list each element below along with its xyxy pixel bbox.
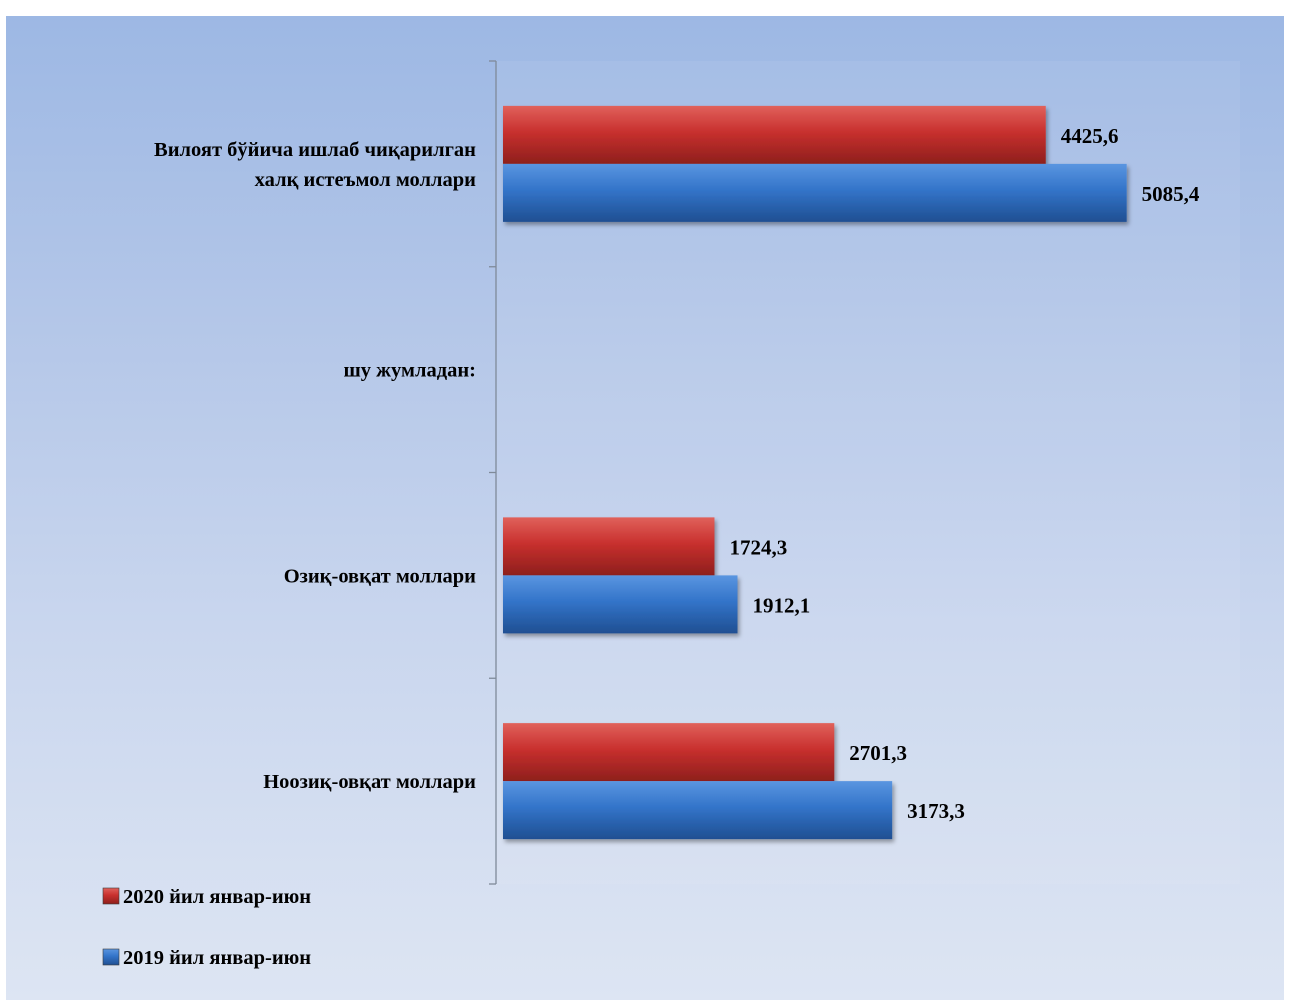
bars <box>503 105 1127 840</box>
chart-area: Вилоят бўйича ишлаб чиқарилган халқ истеъ… <box>6 16 1284 1000</box>
category-label: Ноозиқ-овқат моллари <box>263 771 476 793</box>
legend-label: 2020 йил январ-июн <box>123 886 311 908</box>
data-label: 3173,3 <box>907 799 965 823</box>
legend-label: 2019 йил январ-июн <box>123 947 311 969</box>
data-label: 1724,3 <box>729 535 787 559</box>
bar-chart: Вилоят бўйича ишлаб чиқарилган халқ истеъ… <box>102 60 1240 969</box>
bar-2020 <box>503 517 715 576</box>
data-label: 4425,6 <box>1061 124 1119 148</box>
bar-2020 <box>503 105 1046 164</box>
category-label: Вилоят бўйича ишлаб чиқарилган <box>154 139 476 161</box>
legend-swatch <box>102 887 120 905</box>
data-label: 2701,3 <box>849 741 907 765</box>
category-label: шу жумладан: <box>344 360 477 382</box>
legend-item: 2020 йил январ-июн <box>102 886 311 908</box>
bar-2019 <box>503 575 738 634</box>
data-label: 5085,4 <box>1142 182 1200 206</box>
data-label: 1912,1 <box>752 593 810 617</box>
category-label: халқ истеъмол моллари <box>255 169 477 191</box>
category-label: Озиқ-овқат моллари <box>284 565 476 587</box>
labels: 4425,6 1724,3 2701,3 5085,4 1912,1 3173,3 <box>729 124 1199 823</box>
bar-2019 <box>503 781 893 840</box>
legend-item: 2019 йил январ-июн <box>102 947 311 969</box>
category-axis: Вилоят бўйича ишлаб чиқарилган халқ истеъ… <box>154 60 497 885</box>
legend-swatch <box>102 948 120 966</box>
bar-2019 <box>503 163 1127 222</box>
legend: 2020 йил январ-июн 2019 йил январ-июн <box>102 886 311 969</box>
bar-2020 <box>503 723 835 782</box>
